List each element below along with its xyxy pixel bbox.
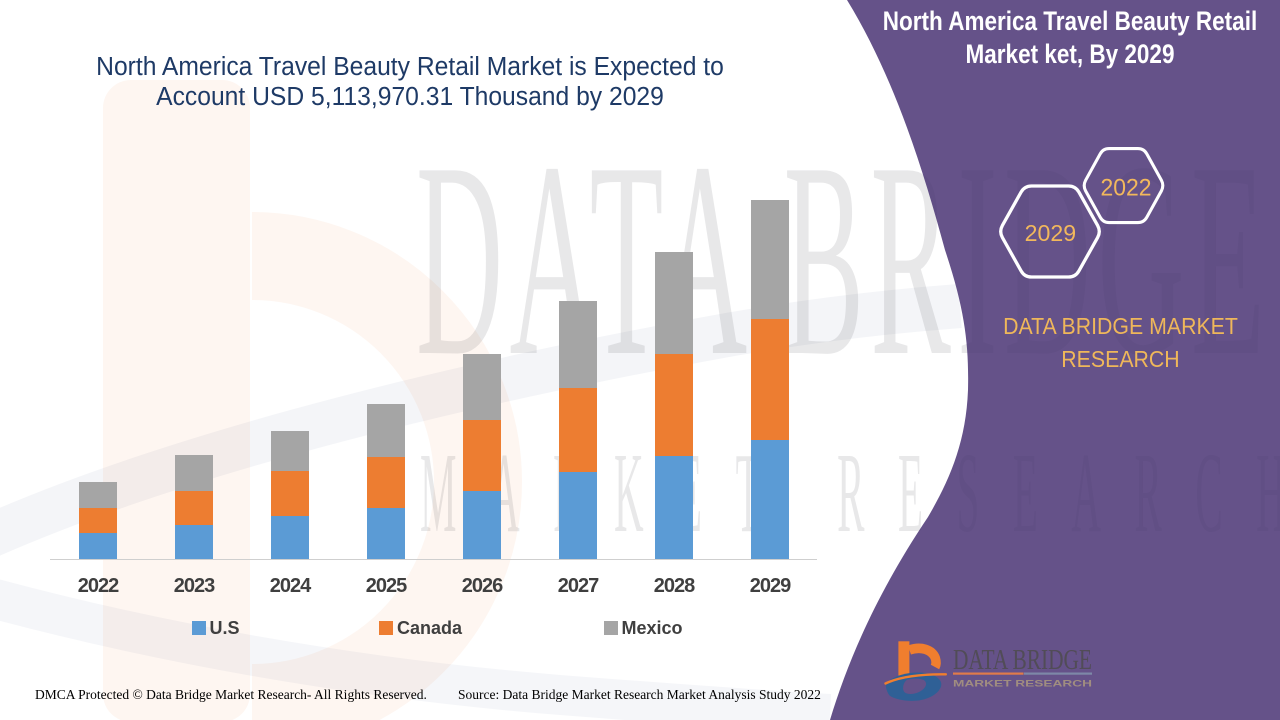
- svg-text:2022: 2022: [1101, 174, 1152, 201]
- svg-text:MARKET RESEARCH: MARKET RESEARCH: [953, 679, 1092, 689]
- svg-text:2029: 2029: [1025, 220, 1077, 246]
- svg-text:DATA BRIDGE: DATA BRIDGE: [953, 645, 1092, 676]
